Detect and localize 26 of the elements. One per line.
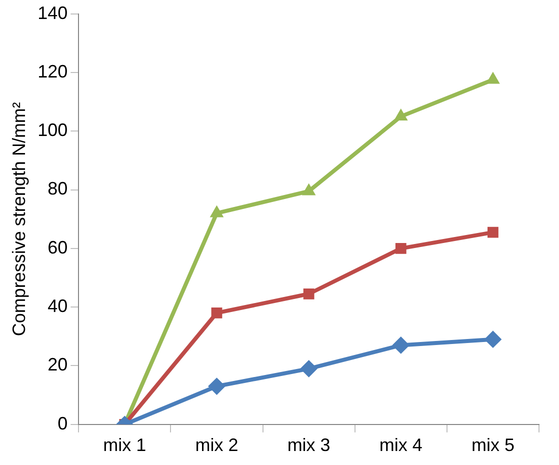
point: [488, 226, 498, 238]
point: [486, 72, 500, 84]
point: [208, 378, 226, 395]
point: [394, 108, 408, 120]
point: [484, 330, 502, 348]
x-tick-label: mix 1: [103, 435, 146, 456]
x-tick-label: mix 3: [287, 435, 330, 456]
y-tick-label: 0: [58, 413, 68, 434]
y-tick-label: 80: [48, 178, 68, 199]
x-tick-label: mix 5: [471, 435, 514, 456]
point: [303, 288, 314, 300]
x-tick-label: mix 2: [195, 435, 238, 456]
y-tick-label: 100: [38, 120, 68, 140]
y-tick-label: 40: [48, 296, 68, 316]
y-tick-label: 140: [38, 2, 68, 23]
point: [210, 206, 224, 218]
y-tick-label: 60: [48, 237, 68, 258]
point: [211, 308, 222, 318]
x-tick-label: mix 4: [379, 435, 422, 456]
point: [300, 360, 318, 378]
y-tick-label: 120: [38, 61, 68, 82]
y-tick-label: 20: [48, 354, 68, 375]
point: [395, 242, 406, 254]
point: [302, 184, 316, 196]
point: [392, 336, 410, 354]
y-axis-title: Compressive strength N/mm²: [8, 102, 29, 336]
